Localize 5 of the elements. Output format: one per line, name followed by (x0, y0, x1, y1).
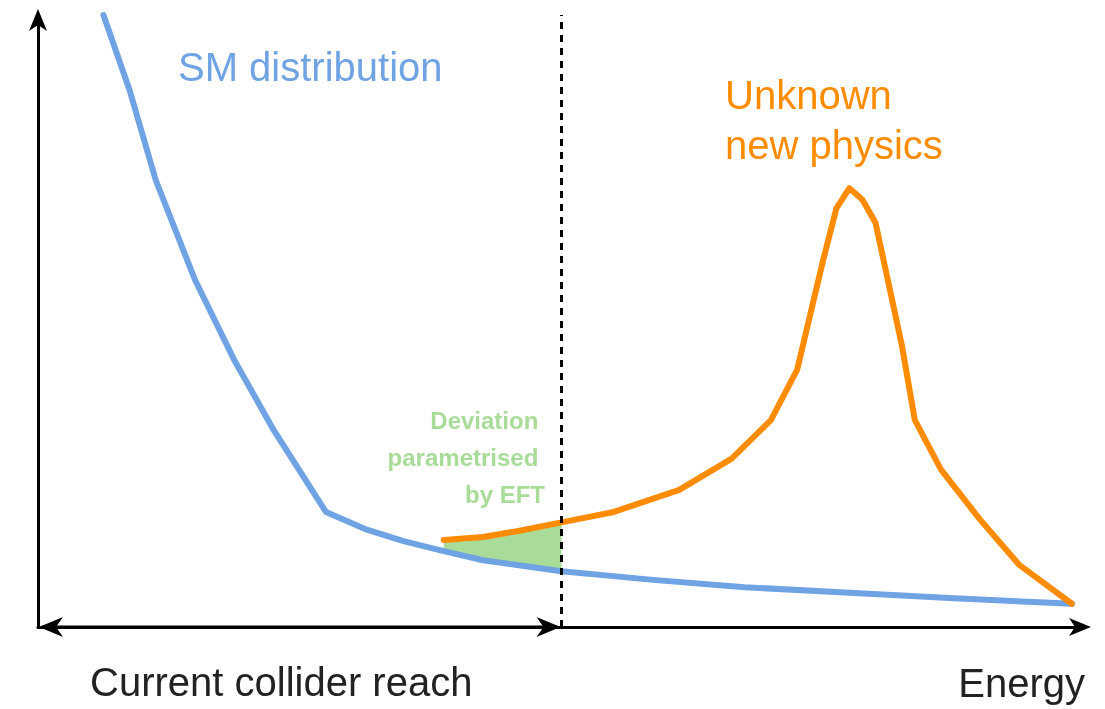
series-label: Unknown new physics (725, 73, 943, 167)
series-label: SM distribution (178, 45, 443, 89)
x-axis-title: Energy (958, 661, 1085, 705)
series-label: Deviation parametrised by EFT (387, 407, 546, 508)
text: Current collider reach (90, 660, 473, 704)
